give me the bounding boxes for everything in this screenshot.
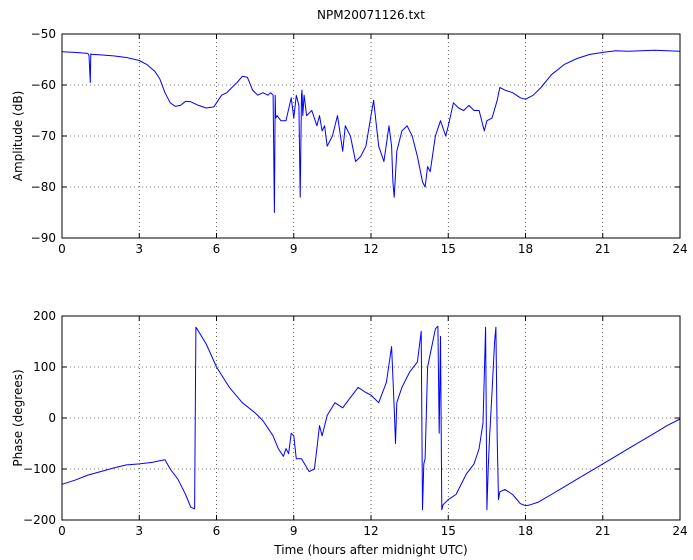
phase-x-tick-label: 9 [290,524,298,538]
phase-x-tick-label: 15 [441,524,456,538]
amplitude-x-tick-label: 3 [135,242,143,256]
phase-x-tick-label: 0 [58,524,66,538]
phase-y-tick-label: 100 [33,360,56,374]
amplitude-chart-title: NPM20071126.txt [317,8,425,22]
phase-x-tick-label: 21 [595,524,610,538]
amplitude-x-tick-label: 24 [672,242,687,256]
amplitude-x-tick-label: 6 [213,242,221,256]
phase-panel: 0 3 6 9 12 15 18 21 24 −200 −100 0 100 200 Phase (deg… [11,309,688,557]
amplitude-y-tick-label: −80 [31,180,56,194]
amplitude-y-tick-label: −70 [31,129,56,143]
amplitude-x-tick-label: 9 [290,242,298,256]
phase-ticks: 0 3 6 9 12 15 18 21 24 −200 −100 0 100 200 [23,309,688,538]
amplitude-x-tick-label: 12 [363,242,378,256]
phase-x-tick-label: 6 [213,524,221,538]
phase-x-tick-label: 24 [672,524,687,538]
amplitude-ticks: 0 3 6 9 12 15 18 21 24 −90 −80 −70 −60 −50 [31,27,688,256]
amplitude-x-tick-label: 21 [595,242,610,256]
phase-x-tick-label: 12 [363,524,378,538]
amplitude-x-tick-label: 18 [518,242,533,256]
phase-grid [62,316,680,520]
phase-x-tick-label: 18 [518,524,533,538]
phase-x-tick-label: 3 [135,524,143,538]
phase-y-tick-label: −100 [23,462,56,476]
amplitude-y-tick-label: −90 [31,231,56,245]
phase-y-axis-label: Phase (degrees) [11,369,25,466]
phase-y-tick-label: 0 [48,411,56,425]
amplitude-y-tick-label: −50 [31,27,56,41]
amplitude-grid [62,34,680,238]
amplitude-x-tick-label: 0 [58,242,66,256]
amplitude-y-tick-label: −60 [31,78,56,92]
amplitude-series-line [61,49,681,213]
phase-y-tick-label: −200 [23,513,56,527]
phase-y-tick-label: 200 [33,309,56,323]
amplitude-y-axis-label: Amplitude (dB) [11,91,25,182]
amplitude-panel: NPM20071126.txt 0 3 6 9 12 15 18 21 24 −90 −80 −70 −… [11,8,688,256]
amplitude-x-tick-label: 15 [441,242,456,256]
phase-x-axis-label: Time (hours after midnight UTC) [273,543,467,557]
phase-series-line [61,325,681,511]
